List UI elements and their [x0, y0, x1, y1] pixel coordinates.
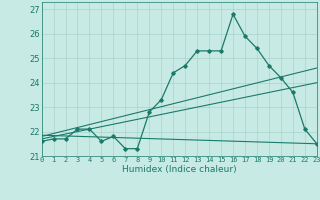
X-axis label: Humidex (Indice chaleur): Humidex (Indice chaleur)	[122, 165, 236, 174]
